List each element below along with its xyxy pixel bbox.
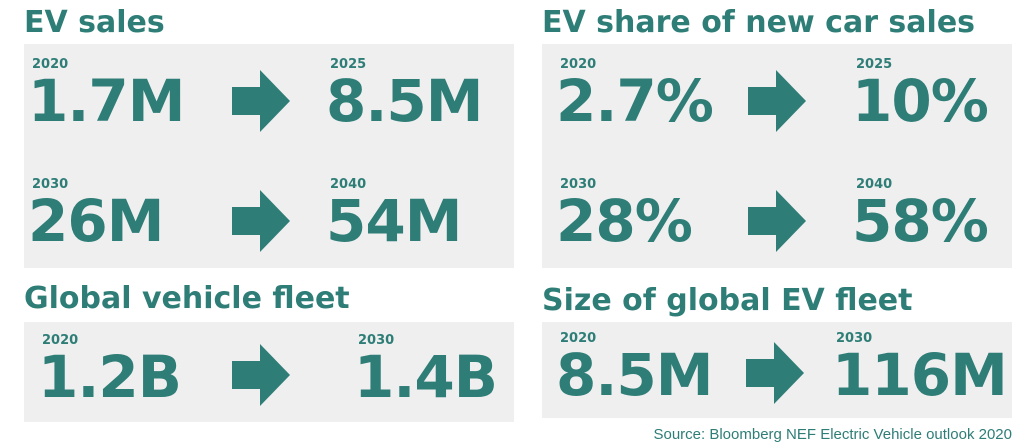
year-label: 2025 <box>330 57 367 72</box>
panel-title: Global vehicle fleet <box>24 281 350 316</box>
stat-value: 10% <box>852 67 989 135</box>
arrow-right-icon <box>748 190 806 252</box>
year-label: 2020 <box>32 57 69 72</box>
ev-share-panel: EV share of new car sales 2020 2.7% 2025… <box>542 8 1012 268</box>
stats-box: 2020 8.5M 2030 116M <box>542 322 1012 418</box>
stats-box: 2020 2.7% 2025 10% 2030 28% 2040 58% <box>542 44 1012 268</box>
year-label: 2030 <box>560 177 597 192</box>
stat-value: 28% <box>556 187 693 255</box>
arrow-right-icon <box>746 342 804 404</box>
year-label: 2020 <box>42 333 79 348</box>
global-vehicle-fleet-panel: Global vehicle fleet 2020 1.2B 2030 1.4B <box>24 284 514 424</box>
ev-sales-panel: EV sales 2020 1.7M 2025 8.5M 2030 26M 20… <box>24 8 514 268</box>
year-label: 2030 <box>32 177 69 192</box>
panel-title: Size of global EV fleet <box>542 283 913 318</box>
stat-value: 2.7% <box>556 67 714 135</box>
stats-box: 2020 1.7M 2025 8.5M 2030 26M 2040 54M <box>24 44 514 268</box>
year-label: 2040 <box>856 177 893 192</box>
stat-value: 1.4B <box>354 343 498 411</box>
stats-box: 2020 1.2B 2030 1.4B <box>24 322 514 422</box>
stat-value: 1.2B <box>38 343 182 411</box>
arrow-right-icon <box>748 70 806 132</box>
year-label: 2025 <box>856 57 893 72</box>
year-label: 2020 <box>560 57 597 72</box>
stat-value: 8.5M <box>556 341 713 409</box>
stat-value: 116M <box>832 341 1008 409</box>
stat-value: 8.5M <box>326 67 483 135</box>
panel-title: EV sales <box>24 5 165 40</box>
arrow-right-icon <box>232 70 290 132</box>
stat-value: 54M <box>326 187 462 255</box>
stat-value: 26M <box>28 187 164 255</box>
stat-value: 1.7M <box>28 67 185 135</box>
arrow-right-icon <box>232 344 290 406</box>
ev-fleet-size-panel: Size of global EV fleet 2020 8.5M 2030 1… <box>542 286 1012 420</box>
year-label: 2020 <box>560 331 597 346</box>
year-label: 2040 <box>330 177 367 192</box>
stat-value: 58% <box>852 187 989 255</box>
panel-title: EV share of new car sales <box>542 5 976 40</box>
arrow-right-icon <box>232 190 290 252</box>
source-caption: Source: Bloomberg NEF Electric Vehicle o… <box>653 426 1012 443</box>
year-label: 2030 <box>358 333 395 348</box>
year-label: 2030 <box>836 331 873 346</box>
